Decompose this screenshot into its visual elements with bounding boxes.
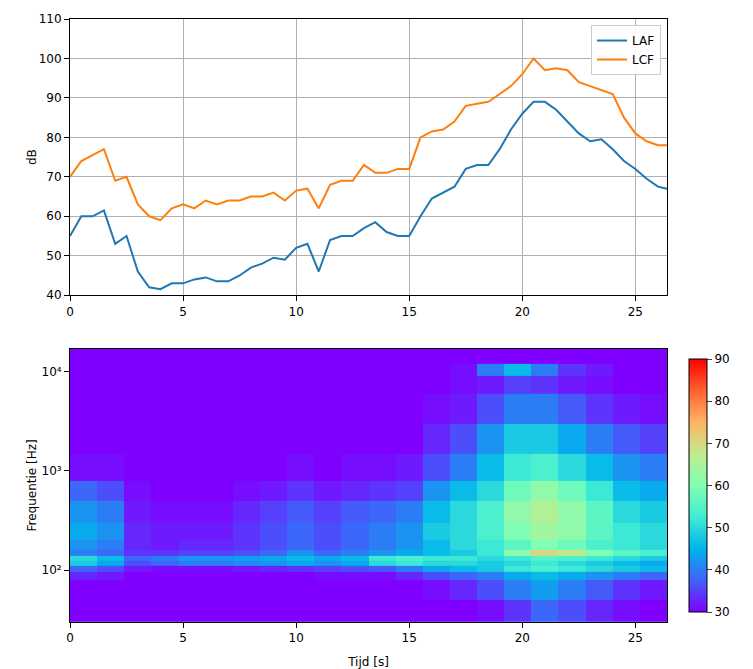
svg-text:40: 40 (714, 563, 729, 577)
svg-text:80: 80 (46, 131, 61, 145)
svg-text:25: 25 (628, 631, 643, 645)
svg-text:60: 60 (46, 209, 61, 223)
svg-text:15: 15 (402, 305, 417, 319)
svg-text:dB: dB (25, 149, 39, 165)
svg-text:20: 20 (515, 631, 530, 645)
svg-text:10: 10 (288, 631, 303, 645)
svg-text:80: 80 (714, 394, 729, 408)
svg-text:LCF: LCF (632, 53, 654, 67)
svg-text:Tijd [s]: Tijd [s] (347, 655, 389, 669)
svg-text:10³: 10³ (42, 464, 62, 478)
svg-text:0: 0 (66, 305, 74, 319)
svg-text:90: 90 (714, 352, 729, 366)
svg-text:40: 40 (46, 288, 61, 302)
svg-text:25: 25 (628, 305, 643, 319)
svg-text:90: 90 (46, 91, 61, 105)
svg-text:0: 0 (66, 631, 74, 645)
svg-text:30: 30 (714, 605, 729, 619)
svg-text:110: 110 (39, 12, 62, 26)
svg-text:100: 100 (39, 52, 62, 66)
svg-text:10: 10 (288, 305, 303, 319)
svg-text:50: 50 (46, 249, 61, 263)
svg-text:70: 70 (714, 437, 729, 451)
svg-text:70: 70 (46, 170, 61, 184)
svg-text:15: 15 (402, 631, 417, 645)
svg-text:10⁴: 10⁴ (42, 365, 62, 379)
svg-text:20: 20 (515, 305, 530, 319)
svg-text:LAF: LAF (632, 34, 654, 48)
svg-text:Frequentie [Hz]: Frequentie [Hz] (25, 439, 39, 531)
svg-text:5: 5 (179, 631, 187, 645)
svg-text:60: 60 (714, 479, 729, 493)
svg-text:10²: 10² (42, 563, 62, 577)
svg-text:5: 5 (179, 305, 187, 319)
svg-text:50: 50 (714, 521, 729, 535)
